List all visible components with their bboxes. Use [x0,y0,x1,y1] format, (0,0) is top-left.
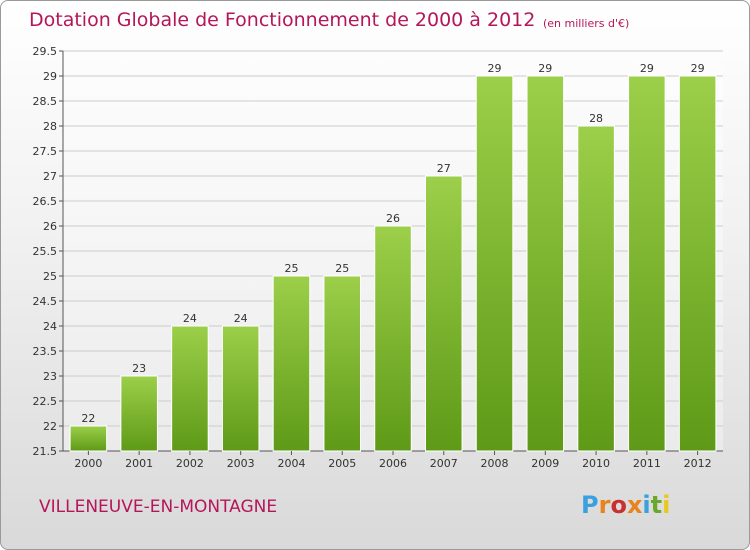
data-label-2009: 29 [538,62,552,75]
y-tick-label: 28 [43,120,57,133]
y-tick-label: 23.5 [33,345,58,358]
y-tick-label: 26 [43,220,57,233]
commune-name: VILLENEUVE-EN-MONTAGNE [39,497,278,517]
bar-2005 [323,275,362,452]
data-label-2008: 29 [488,62,502,75]
x-tick-label-2012: 2012 [684,457,712,470]
logo-letter: x [626,491,643,519]
y-tick-label: 25.5 [33,245,58,258]
y-tick-label: 22 [43,420,57,433]
bar-2007 [424,175,463,452]
y-tick-label: 27 [43,170,57,183]
x-tick-label-2007: 2007 [430,457,458,470]
y-tick-label: 24 [43,320,57,333]
logo-letter: i [662,491,671,519]
logo-letter: r [598,491,611,519]
y-tick-label: 24.5 [33,295,58,308]
logo-letter: i [642,491,651,519]
x-tick-label-2005: 2005 [328,457,356,470]
y-tick-label: 25 [43,270,57,283]
data-label-2012: 29 [691,62,705,75]
bar-2002 [171,325,209,452]
x-tick-label-2003: 2003 [227,457,255,470]
bar-2010 [577,125,615,452]
y-tick-label: 22.5 [33,395,58,408]
y-tick-label: 21.5 [33,445,58,458]
bar-2008 [475,75,514,452]
x-tick-label-2009: 2009 [531,457,559,470]
y-tick-label: 29.5 [33,45,58,58]
x-tick-label-2000: 2000 [74,457,102,470]
y-tick-label: 27.5 [33,145,58,158]
data-label-2004: 25 [284,262,298,275]
x-tick-label-2010: 2010 [582,457,610,470]
data-label-2003: 24 [234,312,248,325]
data-label-2011: 29 [640,62,654,75]
y-tick-label: 29 [43,70,57,83]
logo-letter: t [650,491,663,519]
y-tick-label: 28.5 [33,95,58,108]
y-tick-label: 26.5 [33,195,58,208]
x-tick-label-2006: 2006 [379,457,407,470]
y-tick-label: 23 [43,370,57,383]
logo-letter: o [610,491,627,519]
x-tick-label-2011: 2011 [633,457,661,470]
bar-2000 [69,425,108,452]
bar-2006 [374,225,412,452]
data-label-2005: 25 [335,262,349,275]
chart-title: Dotation Globale de Fonctionnement de 20… [29,9,536,31]
x-tick-label-2008: 2008 [481,457,509,470]
bar-2004 [272,275,311,452]
data-label-2001: 23 [132,362,146,375]
bar-2012 [678,75,717,452]
bar-2011 [628,75,666,452]
unit-note: (en milliers d'€) [543,17,630,30]
proxiti-logo[interactable]: Proxiti [581,491,670,519]
data-label-2002: 24 [183,312,197,325]
bar-2009 [526,75,565,452]
x-tick-label-2002: 2002 [176,457,204,470]
x-tick-label-2001: 2001 [125,457,153,470]
data-label-2000: 22 [81,412,95,425]
data-label-2006: 26 [386,212,400,225]
data-label-2007: 27 [437,162,451,175]
bar-2003 [221,325,260,452]
data-label-2010: 28 [589,112,603,125]
logo-letter: P [581,491,599,519]
bar-2001 [120,375,158,452]
x-tick-label-2004: 2004 [277,457,305,470]
